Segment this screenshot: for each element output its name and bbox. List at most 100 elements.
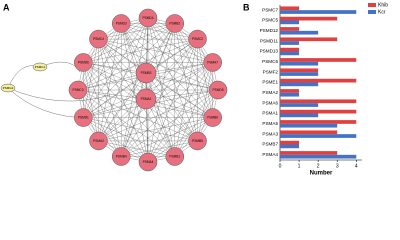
node-label: PSMA2 [93,139,104,143]
bar [280,61,319,66]
legend-label: Khib [378,2,388,8]
y-tick-label: PSMA1 [262,111,278,116]
node-label: PSMG1 [35,65,46,69]
node [111,147,131,166]
edge [83,39,99,118]
node-label: PSMB1 [169,154,180,158]
node-label: PSMA1 [141,97,152,101]
bar [280,103,319,107]
edge [83,62,147,74]
y-tick-label: PSMC5 [262,18,278,23]
bar [280,130,338,135]
edge [77,89,122,157]
node-label: PSMA7 [207,60,218,64]
node [203,53,222,72]
node [74,108,93,127]
node [74,53,93,72]
edge [145,72,175,157]
x-axis-title: Number [310,171,333,177]
edge [98,23,175,142]
edge [98,38,147,100]
edge [7,65,111,102]
node-label: PSMB5 [192,139,203,143]
node [68,80,88,100]
node-label: PSMA4 [143,160,154,164]
y-tick-label: PSMA3 [262,131,278,136]
edge [174,23,219,91]
edge [145,62,213,74]
edge [121,23,149,163]
legend-swatch [368,10,376,14]
x-tick-label: 1 [298,163,301,169]
edge [147,23,175,163]
bar [280,68,319,73]
edge [83,62,122,157]
legend-swatch [368,3,376,7]
edge [121,23,198,142]
x-tick-label: 2 [317,163,320,169]
edge [145,98,213,118]
node [111,14,131,33]
panel-label: A [3,2,10,12]
bar [280,51,300,56]
x-tick-label: 0 [279,163,282,169]
node-label: PSMB4 [116,154,127,158]
bar [280,113,319,118]
y-tick-label: PSMC7 [262,7,278,12]
node [208,80,228,100]
edge [145,38,198,74]
y-tick-label: PSMD11 [260,38,278,43]
bar [280,10,357,14]
edge [121,38,198,157]
y-tick-label: PSMD13 [260,49,279,54]
edge [77,23,122,91]
bar [280,41,300,45]
edge [121,23,213,118]
bar [280,16,338,21]
bar [280,27,300,31]
node-label: PSMG2 [3,86,14,90]
edge [98,23,175,40]
bar [280,134,357,138]
node [135,62,157,84]
edge [98,98,147,142]
network: PSMD4 PSMB2 PSMC2 PSMA7 PSMD8 PSMB6 PSMB5 PSMB1… [0,8,228,172]
edge [145,72,198,142]
bar [280,92,300,97]
bar [280,151,338,155]
edge [147,17,175,157]
node [203,108,222,127]
node [188,29,207,49]
bar [280,144,300,149]
bar [280,6,300,11]
node-label: PSMB6 [207,115,218,119]
edge [83,117,149,163]
x-tick-label: 4 [355,163,358,169]
edge [121,17,149,157]
edge [145,98,175,157]
edge [77,72,147,91]
edge [98,38,219,91]
edge [145,89,219,100]
bar [280,154,357,159]
edge [83,62,147,100]
bar [280,72,319,76]
edge [145,98,149,163]
edge [98,72,147,142]
y-tick-label: PSMA4 [262,152,278,157]
bar [280,78,357,83]
legend-label: Kcr [378,9,386,15]
edge [98,39,122,157]
edge [145,72,219,91]
bar [280,123,338,128]
edge [83,62,99,141]
bar [280,37,338,42]
edge [147,117,213,163]
edge [121,98,147,157]
node [135,88,157,110]
y-tick-label: PSMC6 [262,59,278,64]
bar [280,30,319,35]
y-tick-label: PSME1 [262,80,278,85]
bar [280,58,357,62]
edge [145,72,213,118]
